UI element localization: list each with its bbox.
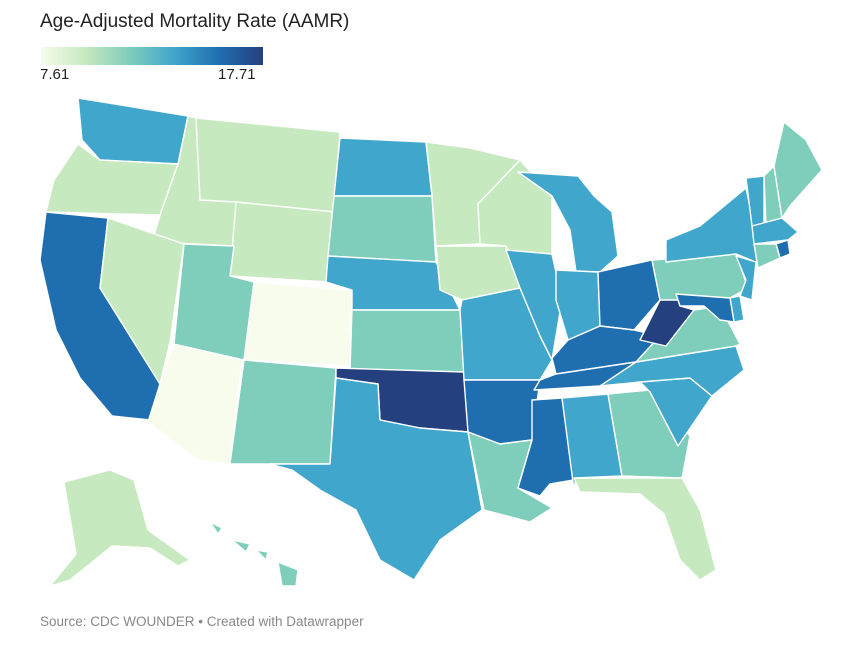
legend-min-label: 7.61 — [40, 66, 70, 83]
state-fl[interactable] — [573, 477, 717, 581]
state-ga[interactable] — [607, 389, 691, 479]
state-ma[interactable] — [751, 217, 799, 245]
state-nc[interactable] — [599, 345, 745, 397]
state-tx[interactable] — [269, 377, 483, 581]
state-wy[interactable] — [229, 201, 335, 283]
state-mt[interactable] — [195, 117, 341, 213]
state-la[interactable] — [467, 431, 553, 523]
state-ks[interactable] — [349, 309, 465, 373]
map-title: Age-Adjusted Mortality Rate (AAMR) — [40, 11, 350, 32]
state-ny[interactable] — [665, 187, 761, 265]
state-nm[interactable] — [229, 359, 337, 465]
state-nd[interactable] — [333, 137, 433, 197]
state-ak[interactable] — [49, 469, 191, 587]
state-md[interactable] — [675, 293, 735, 323]
state-nv[interactable] — [99, 217, 185, 385]
source-note: Source: CDC WOUNDER • Created with Dataw… — [40, 614, 364, 629]
state-mi[interactable] — [517, 171, 619, 273]
state-sd[interactable] — [327, 195, 437, 265]
legend-max-label: 17.71 — [218, 66, 256, 83]
state-co[interactable] — [243, 281, 353, 367]
state-wa[interactable] — [77, 97, 189, 165]
state-hi[interactable] — [209, 521, 299, 587]
state-me[interactable] — [773, 121, 823, 219]
state-ct[interactable] — [753, 243, 781, 269]
color-scale-legend — [40, 46, 264, 66]
state-al[interactable] — [561, 393, 623, 491]
state-nj[interactable] — [735, 255, 757, 301]
state-oh[interactable] — [597, 259, 661, 331]
